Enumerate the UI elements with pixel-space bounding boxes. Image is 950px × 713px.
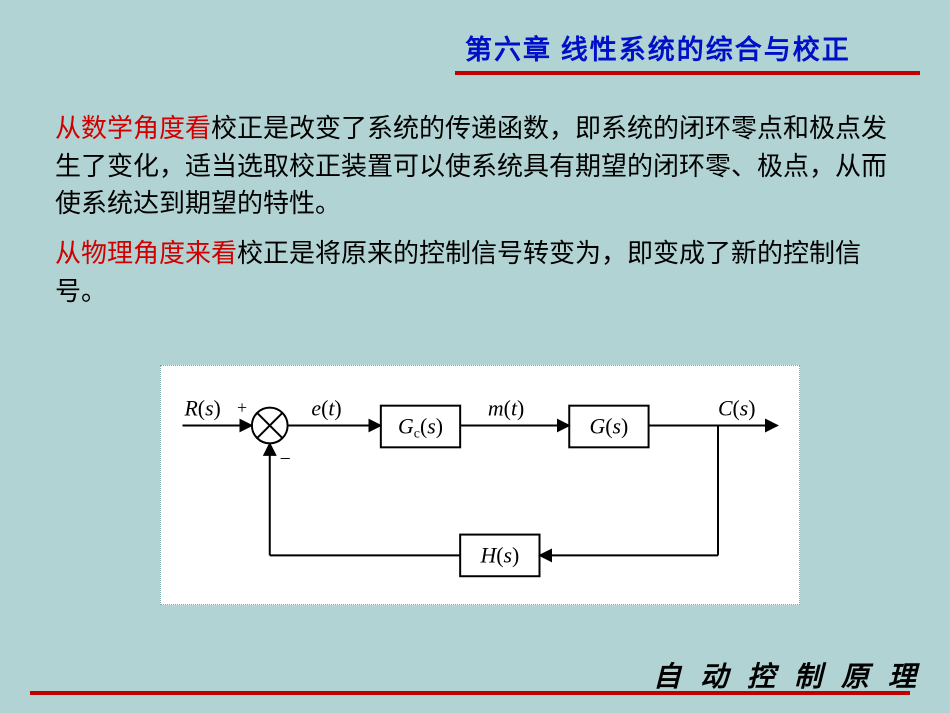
label-R: R(s) — [183, 397, 220, 421]
footer-title: 自 动 控 制 原 理 — [653, 655, 922, 695]
chapter-header: 第六章 线性系统的综合与校正 — [455, 28, 920, 75]
label-minus: − — [280, 448, 291, 470]
header-rule — [455, 71, 920, 75]
label-H: H(s) — [479, 543, 519, 567]
block-diagram: R(s) + e(t) Gc(s) m(t) G(s) C(s) H(s) − — [160, 365, 800, 605]
label-e: e(t) — [311, 397, 341, 421]
p2-lead: 从物理角度来看 — [55, 239, 237, 268]
page-footer: 自 动 控 制 原 理 — [30, 691, 950, 695]
label-G: G(s) — [590, 414, 629, 438]
label-m: m(t) — [488, 397, 524, 421]
p1-lead: 从数学角度看 — [55, 114, 211, 143]
block-diagram-svg: R(s) + e(t) Gc(s) m(t) G(s) C(s) H(s) − — [161, 366, 799, 604]
label-plus: + — [237, 398, 247, 418]
chapter-title: 第六章 线性系统的综合与校正 — [455, 28, 920, 67]
paragraph-physics-view: 从物理角度来看校正是将原来的控制信号转变为，即变成了新的控制信号。 — [55, 235, 895, 310]
label-C: C(s) — [718, 397, 756, 421]
label-Gc: Gc(s) — [398, 414, 443, 441]
paragraph-math-view: 从数学角度看校正是改变了系统的传递函数，即系统的闭环零点和极点发生了变化，适当选… — [55, 110, 895, 223]
